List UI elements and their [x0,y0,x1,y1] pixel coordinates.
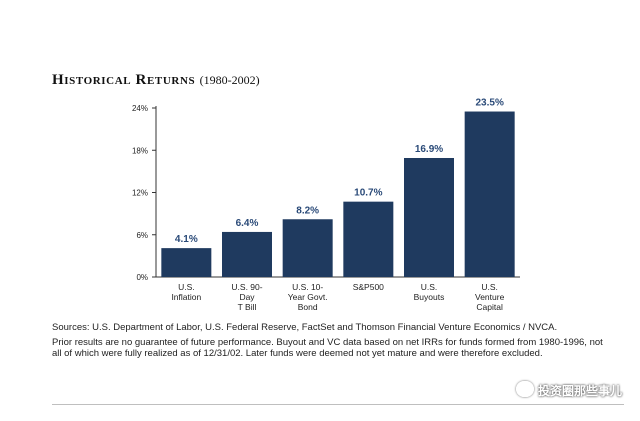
chart-title: Historical Returns (1980-2002) [52,72,260,89]
bar [222,231,272,277]
category-label: U.S. [481,282,498,292]
wechat-icon [515,381,534,397]
bar-value-label: 23.5% [475,98,503,109]
disclaimer-note: Prior results are no guarantee of future… [52,337,603,359]
category-label: Venture [475,292,505,302]
watermark-text: 投资圈那些事儿 [537,384,622,398]
y-tick-label: 12% [132,189,148,198]
category-label: Inflation [171,292,201,302]
y-tick-label: 24% [132,104,148,113]
category-label: Capital [476,302,503,312]
sources-note: Sources: U.S. Department of Labor, U.S. … [52,322,558,333]
category-label: U.S. [178,282,195,292]
bar [404,157,454,277]
category-label: Year Govt. [288,292,328,302]
category-label: T Bill [238,302,257,312]
y-tick-label: 6% [136,231,148,240]
bottom-divider [52,404,624,405]
category-label: Buyouts [414,292,445,302]
chart-title-period: (1980-2002) [199,73,260,87]
chart-notes: Sources: U.S. Department of Labor, U.S. … [52,322,612,363]
category-label: Day [239,292,255,302]
bar [161,248,212,277]
y-tick-label: 18% [132,146,148,155]
chart-bars [161,111,515,277]
bar-value-label: 8.2% [296,205,319,216]
bar-value-label: 4.1% [175,234,198,245]
bar-value-label: 16.9% [415,144,443,155]
category-label: U.S. [421,282,438,292]
bar [464,111,515,277]
category-label: U.S. 90- [231,282,262,292]
y-tick-label: 0% [136,273,148,282]
category-label: U.S. 10- [292,282,323,292]
watermark: 投资圈那些事儿 [515,381,622,399]
bar [343,201,394,277]
bar-value-label: 6.4% [236,218,259,229]
category-label: S&P500 [353,282,384,292]
chart-axes: 0% 6% 12% 18% 24% [132,104,520,282]
bar-value-label: 10.7% [354,188,382,199]
category-label: Bond [298,302,318,312]
bar [282,219,333,277]
chart-title-text: Historical Returns [52,72,196,88]
